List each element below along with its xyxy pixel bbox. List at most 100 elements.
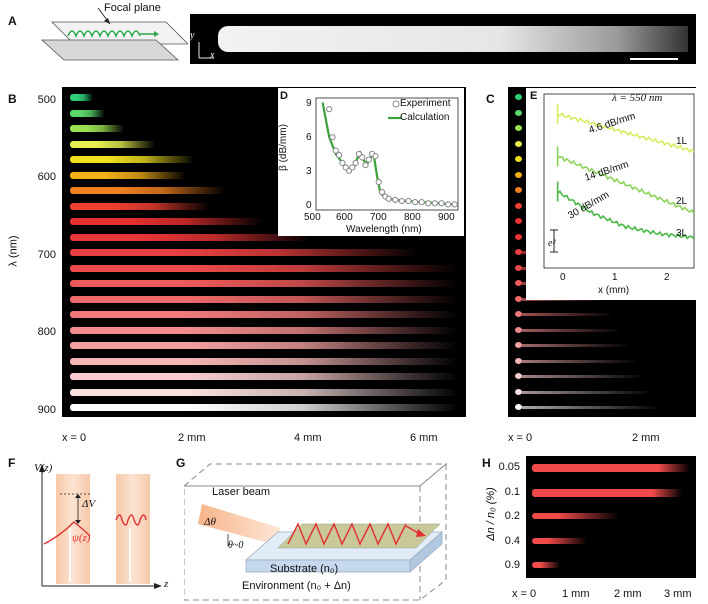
experiment-point	[411, 199, 419, 206]
panel-e-chart	[543, 93, 695, 269]
panel-d-label: D	[280, 90, 288, 102]
decay-trace-1L	[557, 112, 695, 154]
experiment-point	[359, 154, 366, 161]
trace-2l-name: 2L	[676, 196, 688, 207]
experiment-point	[438, 200, 445, 207]
wavelength-beam-row	[70, 125, 125, 132]
wavelength-beam-row	[70, 311, 458, 318]
panel-b-xtick-1: 2 mm	[178, 432, 206, 444]
index-contrast-beam-row	[532, 513, 619, 519]
panel-b-label: B	[8, 92, 17, 106]
panel-c-dot	[515, 171, 522, 178]
panel-h-xtick-1: 1 mm	[562, 588, 590, 600]
panel-c-xtick-1: 2 mm	[632, 432, 660, 444]
panel-b-ytick: 500	[37, 93, 56, 106]
panel-e-inset: E λ = 550 nm 0 1 2 x (mm) 4.6 dB/mm 1L 1…	[526, 88, 696, 300]
panel-d-xlabel: Wavelength (nm)	[346, 224, 422, 235]
experiment-point	[349, 164, 356, 171]
panel-c-label: C	[486, 92, 495, 106]
wavelength-beam-row	[70, 295, 458, 303]
waveguide-beam	[218, 26, 688, 52]
wavelength-beam-row	[70, 94, 94, 101]
focal-plane-label: Focal plane	[104, 2, 161, 14]
panel-b-ytick: 700	[37, 248, 56, 261]
wavelength-beam-row	[70, 342, 458, 349]
d-ytick-1: 3	[306, 166, 312, 177]
g-substrate-label: Substrate (n₀)	[270, 563, 339, 575]
panel-c-dot	[515, 187, 522, 193]
d-plot-frame	[315, 97, 459, 211]
panel-g-diagram	[184, 462, 448, 601]
panel-c-dot	[515, 311, 522, 317]
panel-h-ytick: 0.1	[504, 485, 520, 498]
panel-d-inset: D β (dB/mm) Wavelength (nm) 500 600 700 …	[278, 88, 464, 236]
panel-c-dot	[515, 342, 522, 348]
experiment-point	[425, 200, 432, 207]
panel-b-xtick-3: 6 mm	[410, 432, 438, 444]
panel-d-chart	[315, 97, 459, 211]
panel-c-dot	[515, 202, 522, 209]
d-ytick-3: 9	[306, 98, 312, 109]
panel-c-dot	[515, 295, 522, 302]
panel-c-trail	[522, 359, 638, 363]
experiment-point	[418, 199, 425, 206]
panel-h-xtick-3: 3 mm	[664, 588, 692, 600]
panel-c-dot	[515, 218, 522, 224]
d-xtick-0: 500	[304, 212, 321, 223]
wavelength-beam-row	[70, 264, 458, 272]
experiment-point	[332, 147, 339, 154]
panel-c-dot	[515, 140, 522, 147]
panel-f-label: F	[8, 456, 16, 470]
d-xtick-2: 700	[370, 212, 387, 223]
g-environment-label: Environment (n₀ + Δn)	[242, 580, 351, 592]
wavelength-beam-row	[70, 202, 210, 210]
panel-b-xtick-2: 4 mm	[294, 432, 322, 444]
legend-calculation-label: Calculation	[400, 112, 450, 123]
panel-a-label: A	[8, 14, 17, 28]
panel-c-dot	[515, 249, 522, 255]
panel-b-ytick: 800	[37, 326, 56, 339]
panel-c-dot	[515, 326, 522, 333]
e-plot-frame	[543, 93, 695, 269]
e-xtick-0: 0	[560, 272, 566, 283]
panel-c-dot	[515, 125, 522, 131]
panel-h-ytick: 0.05	[498, 461, 520, 473]
experiment-point	[336, 152, 343, 159]
g-theta-label: θ~0	[228, 540, 244, 551]
panel-a-image: y x	[190, 14, 696, 64]
wavelength-beam-row	[70, 357, 458, 365]
experiment-point	[365, 156, 372, 163]
g-dtheta-label: Δθ	[204, 516, 216, 528]
experiment-point	[431, 200, 438, 207]
f-zlabel: z	[164, 578, 169, 590]
wavelength-beam-row	[70, 249, 420, 256]
legend-experiment-marker	[392, 100, 400, 108]
experiment-point	[385, 195, 392, 202]
experiment-point	[372, 153, 379, 160]
trace-1l-name: 1L	[676, 136, 688, 147]
panel-c-dot	[515, 233, 522, 240]
panel-f-diagram	[39, 464, 162, 589]
panel-c-dot	[515, 357, 522, 364]
f-psi-label: ψ(z)	[72, 532, 91, 544]
panel-c-trail	[522, 313, 614, 316]
d-xtick-3: 800	[404, 212, 421, 223]
index-contrast-beam-row	[532, 562, 561, 568]
experiment-point	[339, 159, 346, 167]
wavelength-beam-row	[70, 326, 458, 334]
d-ytick-0: 0	[306, 200, 312, 211]
panel-h-ytick: 0.4	[504, 534, 520, 547]
wavelength-beam-row	[70, 187, 226, 194]
panel-h-xtick-2: 2 mm	[614, 588, 642, 600]
wavelength-beam-row	[70, 140, 156, 148]
panel-c-dot	[515, 404, 522, 410]
experiment-point	[392, 196, 399, 204]
panel-h-image	[526, 456, 696, 578]
experiment-point	[362, 162, 369, 169]
experiment-point	[405, 197, 412, 205]
trace-3l-name: 3L	[676, 228, 688, 239]
d-xtick-4: 900	[438, 212, 455, 223]
experiment-point	[375, 178, 382, 186]
panel-c-trail	[522, 390, 654, 394]
panel-e-xlabel: x (mm)	[598, 285, 630, 296]
